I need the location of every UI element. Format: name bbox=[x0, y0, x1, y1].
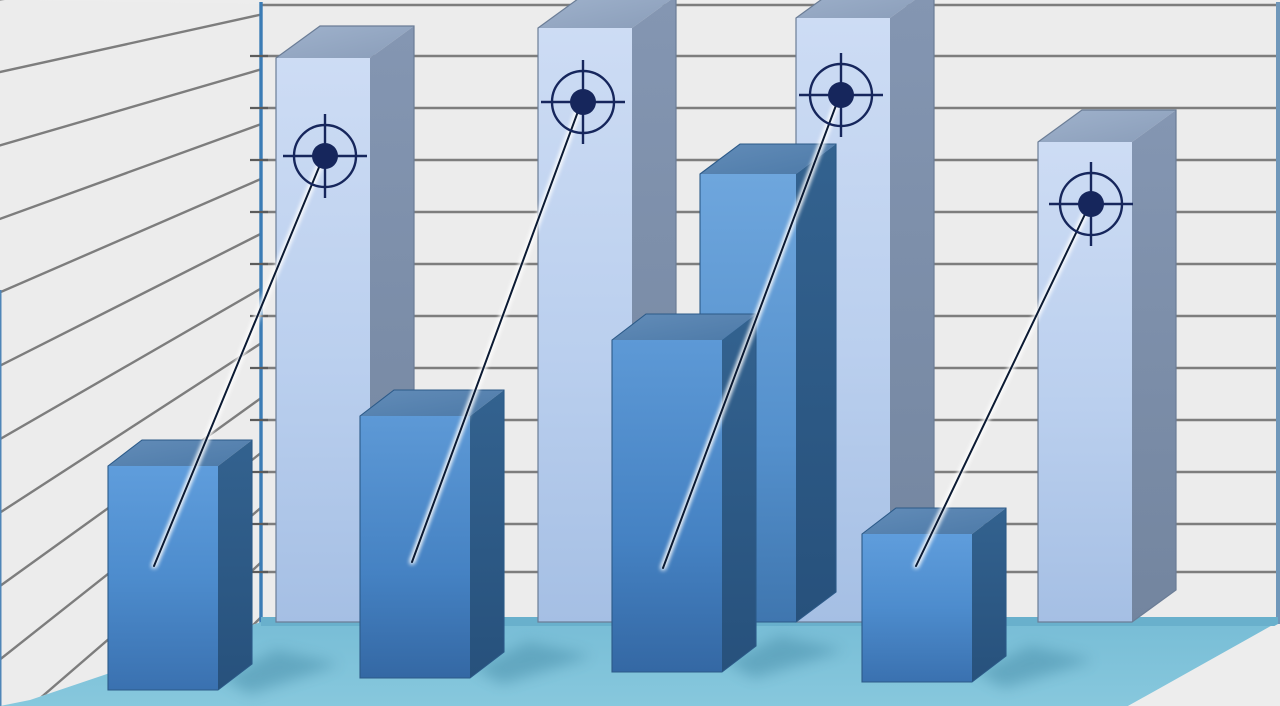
dark-bar-3-outline bbox=[611, 313, 757, 673]
floor-right-cutaway bbox=[1128, 624, 1280, 706]
mid-bar-3-side-face bbox=[796, 144, 836, 622]
growth-arrow-1 bbox=[153, 159, 323, 567]
light-bar-1-top-face bbox=[276, 26, 414, 58]
dark-bar-3-side-face bbox=[722, 314, 756, 672]
dark-bar-4-top-face bbox=[862, 508, 1006, 534]
dark-bar-1-front-face bbox=[108, 466, 218, 690]
dark-bar-2[interactable] bbox=[359, 389, 505, 679]
arrow-core-layer bbox=[153, 99, 1089, 569]
light-bar-3-top-face bbox=[796, 0, 915, 18]
growth-arrow-4 bbox=[915, 207, 1089, 567]
target-1-core bbox=[312, 143, 338, 169]
dark-bar-1-top-face bbox=[108, 440, 252, 466]
dark-bar-4-side-face bbox=[972, 508, 1006, 682]
light-bar-4-top-face bbox=[1038, 110, 1176, 142]
growth-arrow-2 bbox=[411, 105, 581, 563]
dark-bar-1-outline bbox=[107, 439, 253, 691]
target-marker-4[interactable] bbox=[1049, 162, 1133, 246]
light-bar-3-side-face bbox=[890, 0, 934, 622]
dark-bar-3[interactable] bbox=[611, 313, 757, 673]
light-bar-1-front-face bbox=[276, 58, 370, 622]
bar-ground-shadows bbox=[222, 636, 1094, 694]
dark-bar-2-front-face bbox=[360, 416, 470, 678]
dark-bar-3-front-face bbox=[612, 340, 722, 672]
light-bar-4[interactable] bbox=[1037, 109, 1177, 623]
mid-bar-3-top-face bbox=[700, 144, 836, 174]
target-4-core bbox=[1078, 191, 1104, 217]
target-marker-1[interactable] bbox=[283, 114, 367, 198]
dark-bar-2-side-face bbox=[470, 390, 504, 678]
light-bar-2-top-face bbox=[538, 0, 671, 28]
dark-bar-1-side-face bbox=[218, 440, 252, 690]
dark-bar-1[interactable] bbox=[107, 439, 253, 691]
target-3-core bbox=[828, 82, 854, 108]
growth-arrow-3 bbox=[662, 99, 839, 569]
target-2-core bbox=[570, 89, 596, 115]
target-marker-2[interactable] bbox=[541, 60, 625, 144]
target-markers bbox=[283, 53, 1133, 246]
dark-bar-2-outline bbox=[359, 389, 505, 679]
value-axis bbox=[250, 2, 268, 624]
dark-bar-4-front-face bbox=[862, 534, 972, 682]
dark-bar-4-outline bbox=[861, 507, 1007, 683]
dark-bar-3-top-face bbox=[612, 314, 756, 340]
growth-arrows bbox=[152, 98, 1090, 570]
dark-bar-4[interactable] bbox=[861, 507, 1007, 683]
light-bar-4-side-face bbox=[1132, 110, 1176, 622]
target-marker-3[interactable] bbox=[799, 53, 883, 137]
light-bar-4-outline bbox=[1037, 109, 1177, 623]
